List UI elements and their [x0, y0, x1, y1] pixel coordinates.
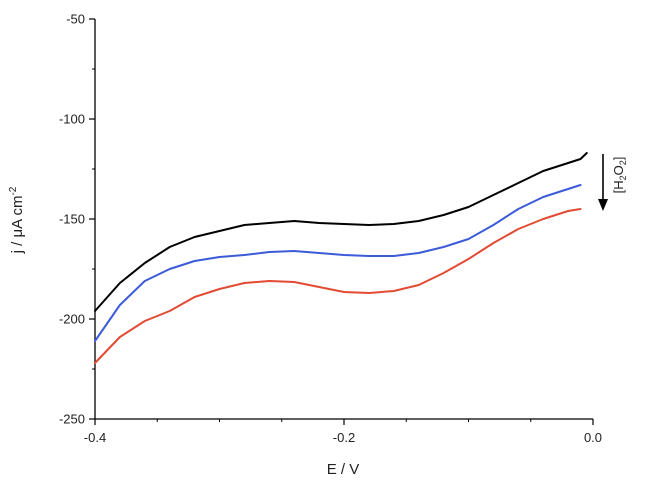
- y-tick-label: -200: [59, 312, 85, 327]
- y-label-part-3: A cm: [9, 196, 26, 229]
- annotation-text: [H2O2]: [611, 157, 628, 194]
- annotation-arrow-head: [598, 199, 608, 211]
- annot-species-o: O: [611, 165, 626, 175]
- x-axis-label: E / V: [327, 461, 360, 478]
- y-tick-label: -250: [59, 412, 85, 427]
- y-axis-label: j / μA cm-2: [8, 186, 26, 254]
- series-line-black: [94, 152, 588, 312]
- annot-sub-2b: 2: [618, 160, 628, 165]
- series-line-red: [94, 208, 582, 364]
- y-label-part-1: j /: [9, 238, 26, 255]
- x-tick-label: -0.2: [333, 430, 355, 445]
- series-line-blue: [94, 184, 582, 342]
- y-label-part-2: μ: [9, 229, 26, 238]
- annot-bracket-open: [: [611, 189, 626, 193]
- y-tick-label: -150: [59, 212, 85, 227]
- y-label-part-4: -2: [8, 186, 19, 195]
- annot-species-h: H: [611, 180, 626, 189]
- x-tick-label: -0.4: [84, 430, 106, 445]
- annot-bracket-close: ]: [611, 157, 626, 161]
- annot-sub-2a: 2: [618, 175, 628, 180]
- y-tick-label: -100: [59, 112, 85, 127]
- x-tick-label: 0.0: [584, 430, 602, 445]
- concentration-annotation: [H2O2]: [598, 154, 628, 211]
- y-tick-label: -50: [66, 12, 85, 27]
